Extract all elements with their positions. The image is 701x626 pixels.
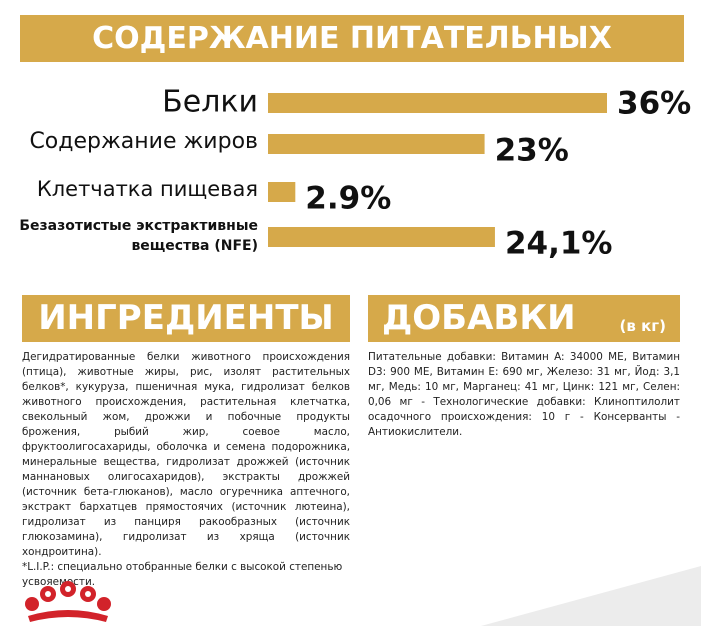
ingredients-block: Дегидратированные белки животного происх…	[22, 350, 350, 590]
chart-title: СОДЕРЖАНИЕ ПИТАТЕЛЬНЫХ ВЕЩЕСТВ	[20, 15, 684, 103]
bar	[268, 134, 485, 154]
category-label: Белки	[162, 85, 258, 120]
additives-title: ДОБАВКИ	[382, 298, 576, 338]
ingredients-text: Дегидратированные белки животного происх…	[22, 351, 350, 558]
category-label: Клетчатка пищевая	[37, 177, 258, 201]
additives-text: Питательные добавки: Витамин A: 34000 МЕ…	[368, 351, 680, 438]
additives-unit: (в кг)	[619, 317, 666, 335]
bar	[268, 227, 495, 247]
value-label: 36%	[617, 86, 691, 122]
logo	[25, 581, 111, 622]
value-label: 2.9%	[305, 181, 391, 217]
chart: Белки 36% Содержание жиров 23% Клетчатка пищ…	[19, 85, 691, 262]
bar	[268, 182, 296, 202]
category-label: Содержание жиров	[29, 129, 258, 154]
value-label: 23%	[495, 133, 569, 169]
ingredients-title: ИНГРЕДИЕНТЫ	[22, 295, 350, 342]
additives-header: ДОБАВКИ (в кг)	[368, 295, 680, 342]
ingredients-note: *L.I.P.: специально отобранные белки с в…	[22, 561, 343, 588]
bar	[268, 93, 607, 113]
value-label: 24,1%	[505, 226, 613, 262]
category-label: Безазотистые экстрактивные вещества (NFE)	[19, 218, 258, 254]
decoration	[481, 566, 701, 626]
